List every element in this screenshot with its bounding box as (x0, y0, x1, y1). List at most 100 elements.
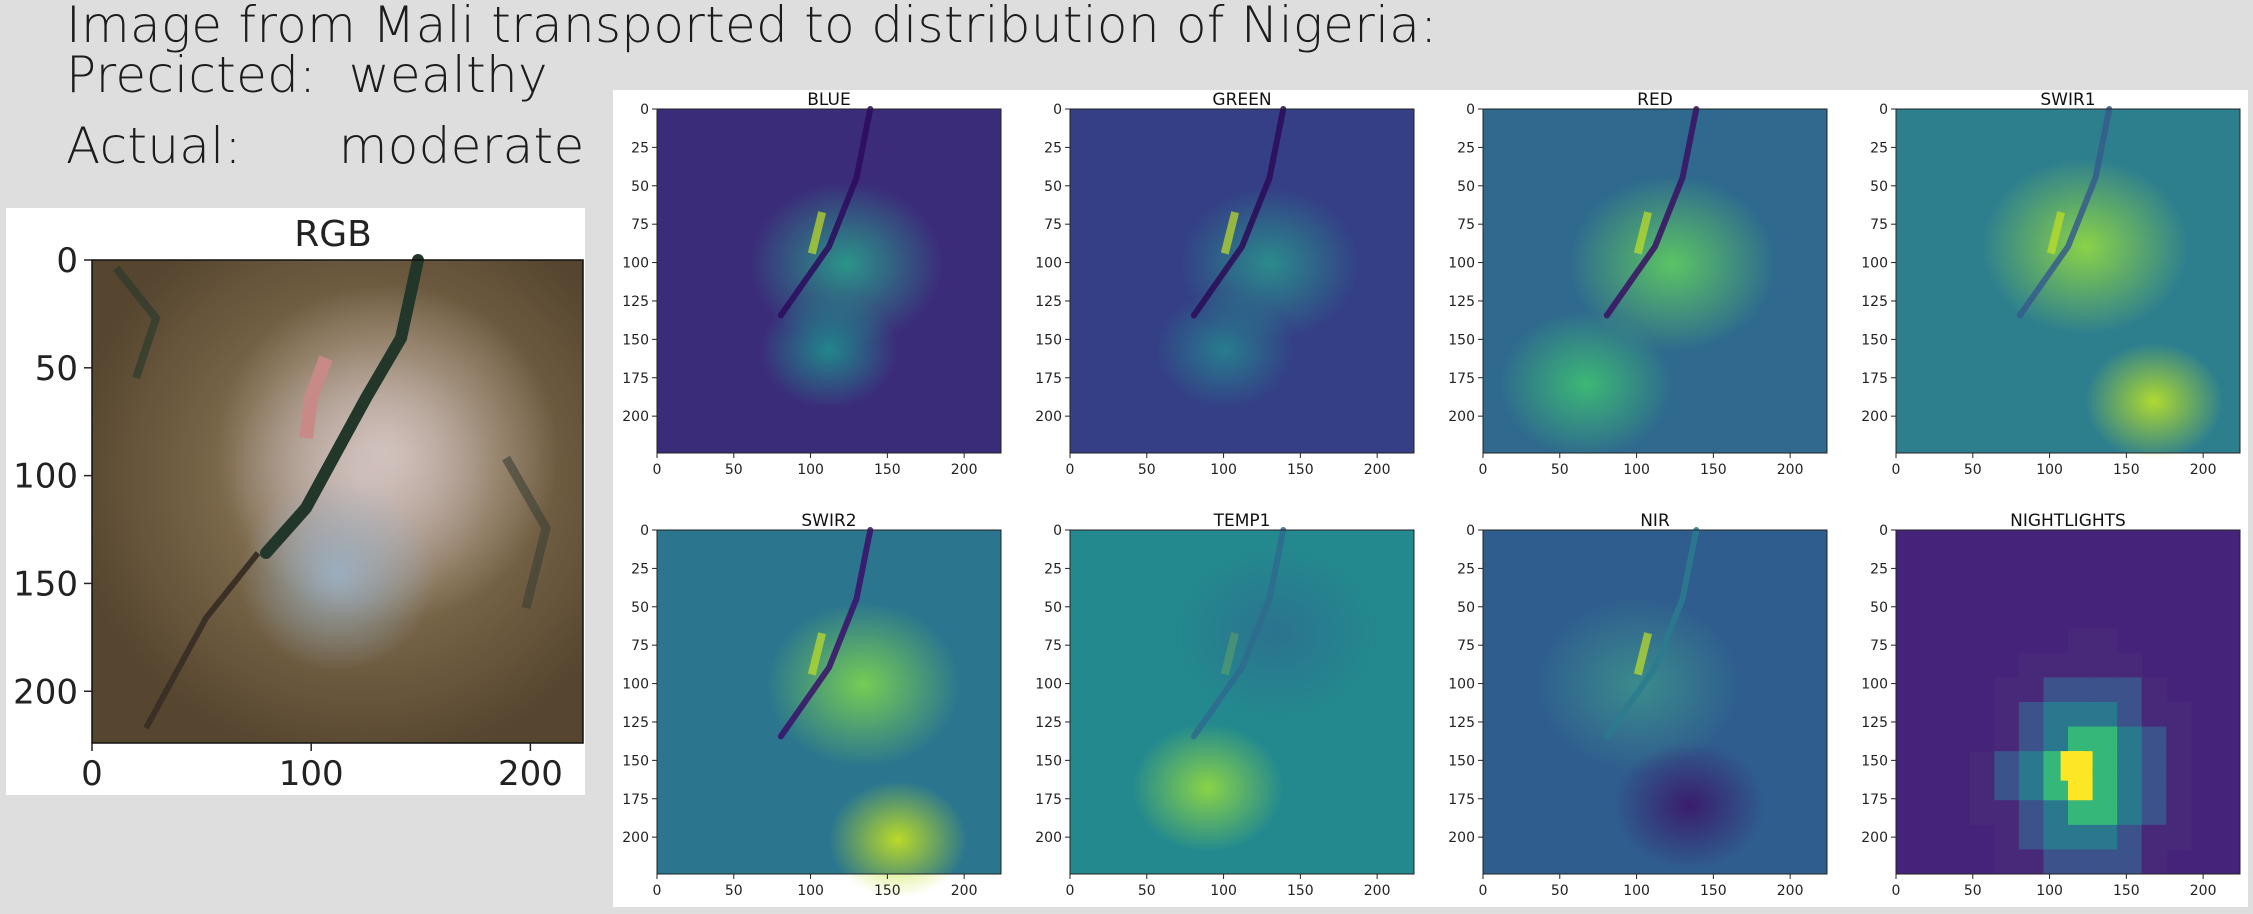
band-y-tick-label: 125 (622, 294, 649, 310)
band-y-tick-label: 75 (1044, 638, 1062, 654)
band-subplot-temp1: TEMP1 0 25 50 75 100 125 150 175 200 0 50 100 150 200 (1035, 511, 1415, 899)
band-title: NIGHTLIGHTS (2010, 511, 2126, 531)
band-y-tick-label: 50 (1457, 600, 1475, 616)
rgb-x-tick-label: 200 (498, 754, 563, 794)
band-y-tick-label: 200 (1861, 409, 1888, 425)
band-x-tick-label: 100 (2036, 462, 2063, 478)
band-image (1069, 106, 1415, 454)
band-y-tick-label: 125 (1035, 715, 1062, 731)
band-subplot-green: GREEN 0 25 50 75 100 125 150 175 200 0 50 100 150 200 (1035, 90, 1415, 478)
band-y-tick-label: 175 (1448, 792, 1475, 808)
band-image (1895, 106, 2241, 460)
band-title: GREEN (1212, 90, 1271, 110)
band-x-tick-label: 0 (653, 883, 662, 899)
band-y-axis: 0 25 50 75 100 125 150 175 200 (1035, 102, 1070, 425)
rgb-x-tick-label: 0 (81, 754, 103, 794)
band-grid-panel: BLUE 0 25 50 75 100 125 150 175 200 0 50 100 150 200 GR… (613, 90, 2248, 907)
band-x-axis: 0 50 100 150 200 (1066, 874, 1391, 899)
band-y-tick-label: 25 (1457, 561, 1475, 577)
band-title: SWIR2 (801, 511, 856, 531)
band-x-tick-label: 0 (1479, 883, 1488, 899)
band-y-axis: 0 25 50 75 100 125 150 175 200 (1448, 523, 1483, 846)
band-y-tick-label: 0 (1053, 523, 1062, 539)
band-x-tick-label: 0 (1479, 462, 1488, 478)
band-x-tick-label: 50 (1138, 462, 1156, 478)
band-subplot-nir: NIR 0 25 50 75 100 125 150 175 200 0 50 100 150 200 (1448, 511, 1828, 899)
band-x-tick-label: 100 (1210, 462, 1237, 478)
band-y-axis: 0 25 50 75 100 125 150 175 200 (1861, 102, 1896, 425)
band-x-tick-label: 200 (951, 883, 978, 899)
band-y-tick-label: 0 (640, 102, 649, 118)
band-y-tick-label: 75 (1870, 217, 1888, 233)
band-y-tick-label: 125 (1448, 294, 1475, 310)
band-title: NIR (1640, 511, 1670, 531)
band-image (1069, 527, 1415, 875)
rgb-y-tick-label: 50 (35, 349, 78, 389)
band-x-tick-label: 200 (1777, 883, 1804, 899)
band-y-tick-label: 125 (1448, 715, 1475, 731)
rgb-y-tick-label: 0 (56, 241, 78, 281)
band-y-tick-label: 75 (1044, 217, 1062, 233)
band-x-axis: 0 50 100 150 200 (653, 874, 978, 899)
band-subplot-swir1: SWIR1 0 25 50 75 100 125 150 175 200 0 50 100 150 200 (1861, 90, 2241, 478)
band-y-tick-label: 100 (1448, 677, 1475, 693)
band-y-tick-label: 25 (1044, 561, 1062, 577)
band-y-tick-label: 150 (1448, 332, 1475, 348)
band-x-tick-label: 200 (1777, 462, 1804, 478)
band-title: RED (1637, 90, 1673, 110)
band-x-tick-label: 50 (1551, 462, 1569, 478)
band-y-tick-label: 200 (622, 409, 649, 425)
band-x-tick-label: 200 (2190, 883, 2217, 899)
band-title: SWIR1 (2040, 90, 2095, 110)
band-image (656, 106, 1002, 454)
band-y-tick-label: 125 (1861, 715, 1888, 731)
band-y-axis: 0 25 50 75 100 125 150 175 200 (622, 523, 657, 846)
band-y-tick-label: 200 (622, 830, 649, 846)
rgb-figure-panel: RGB 0 50 100 150 200 0 100 200 (6, 208, 585, 795)
band-y-tick-label: 175 (622, 371, 649, 387)
band-y-tick-label: 175 (1035, 792, 1062, 808)
band-x-tick-label: 50 (1964, 883, 1982, 899)
band-subplot-blue: BLUE 0 25 50 75 100 125 150 175 200 0 50 100 150 200 (622, 90, 1002, 478)
band-y-tick-label: 0 (1466, 102, 1475, 118)
rgb-y-tick-label: 100 (13, 457, 78, 497)
band-y-tick-label: 75 (1457, 638, 1475, 654)
band-x-tick-label: 100 (797, 883, 824, 899)
band-y-tick-label: 75 (1870, 638, 1888, 654)
band-y-tick-label: 0 (1879, 102, 1888, 118)
band-y-tick-label: 50 (1870, 600, 1888, 616)
band-y-tick-label: 0 (1466, 523, 1475, 539)
band-y-tick-label: 200 (1861, 830, 1888, 846)
band-x-tick-label: 150 (1287, 883, 1314, 899)
band-y-tick-label: 50 (1044, 600, 1062, 616)
band-x-tick-label: 200 (951, 462, 978, 478)
band-x-tick-label: 100 (1210, 883, 1237, 899)
band-x-tick-label: 150 (874, 883, 901, 899)
band-image (1895, 529, 2241, 875)
band-x-axis: 0 50 100 150 200 (1892, 874, 2217, 899)
band-y-tick-label: 175 (622, 792, 649, 808)
band-x-axis: 0 50 100 150 200 (1479, 874, 1804, 899)
band-y-tick-label: 75 (631, 638, 649, 654)
band-y-tick-label: 200 (1035, 830, 1062, 846)
band-y-tick-label: 50 (1044, 179, 1062, 195)
band-x-tick-label: 200 (1364, 883, 1391, 899)
band-x-tick-label: 150 (1700, 883, 1727, 899)
band-y-tick-label: 0 (1053, 102, 1062, 118)
band-y-tick-label: 100 (1448, 256, 1475, 272)
band-x-tick-label: 0 (1066, 883, 1075, 899)
band-y-tick-label: 75 (631, 217, 649, 233)
band-x-tick-label: 150 (1700, 462, 1727, 478)
band-y-tick-label: 175 (1448, 371, 1475, 387)
band-x-tick-label: 100 (1623, 462, 1650, 478)
band-y-axis: 0 25 50 75 100 125 150 175 200 (1448, 102, 1483, 425)
band-y-tick-label: 25 (631, 140, 649, 156)
band-y-tick-label: 150 (622, 332, 649, 348)
band-subplot-red: RED 0 25 50 75 100 125 150 175 200 0 50 100 150 200 (1448, 90, 1828, 478)
band-y-tick-label: 200 (1448, 409, 1475, 425)
band-x-tick-label: 50 (1964, 462, 1982, 478)
rgb-x-axis: 0 100 200 (81, 743, 563, 794)
band-title: TEMP1 (1213, 511, 1271, 531)
band-y-tick-label: 0 (640, 523, 649, 539)
band-y-tick-label: 100 (1861, 256, 1888, 272)
